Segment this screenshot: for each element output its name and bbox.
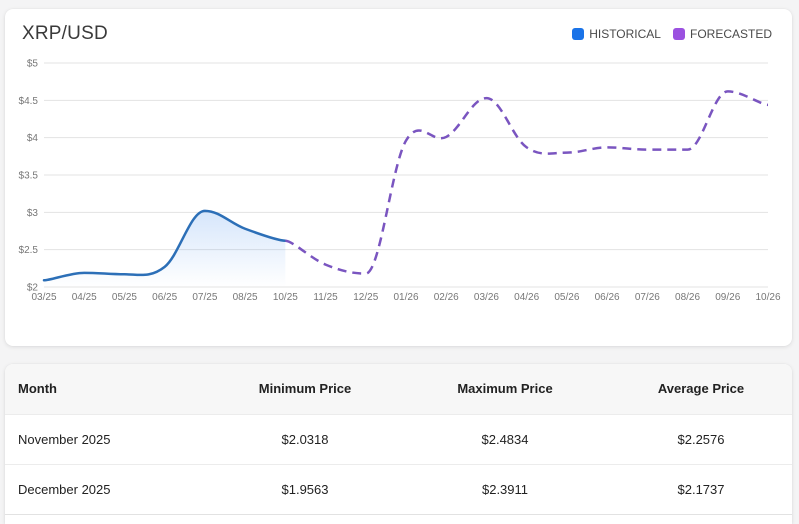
chart-title: XRP/USD [22, 23, 108, 44]
header-average-price: Average Price [657, 381, 745, 397]
svg-text:08/25: 08/25 [233, 292, 258, 303]
svg-text:05/26: 05/26 [554, 292, 579, 303]
cell-max-price: $2.4834 [481, 431, 529, 447]
forecasted-line [285, 90, 769, 275]
legend-item-forecasted[interactable]: FORECASTED [672, 27, 772, 41]
cell-max-price: $2.3911 [481, 481, 529, 497]
legend-item-historical[interactable]: HISTORICAL [572, 27, 661, 41]
cell-min-price: $1.9563 [281, 481, 329, 497]
svg-text:04/26: 04/26 [514, 292, 539, 303]
y-axis-ticks: $2 $2.5 $3 $3.5 $4 $4.5 $5 [19, 59, 39, 294]
historical-line [42, 209, 287, 282]
svg-text:$5: $5 [27, 59, 39, 70]
svg-text:$2: $2 [27, 283, 39, 294]
cell-month: December 2025 [18, 481, 111, 497]
svg-text:10/25: 10/25 [273, 292, 298, 303]
svg-text:$4: $4 [27, 133, 39, 144]
legend-label-historical: HISTORICAL [589, 27, 661, 41]
svg-text:10/26: 10/26 [755, 292, 780, 303]
legend-label-forecasted: FORECASTED [689, 27, 772, 41]
cell-avg-price: $2.1737 [677, 481, 725, 497]
table-row: December 2025 $1.9563 $2.3911 $2.1737 [5, 464, 792, 514]
header-minimum-price: Minimum Price [258, 381, 352, 397]
price-table-card: Month Minimum Price Maximum Price Averag… [5, 364, 792, 524]
svg-text:$4.5: $4.5 [19, 96, 39, 107]
svg-text:$3: $3 [27, 208, 39, 219]
svg-text:01/26: 01/26 [393, 292, 418, 303]
forecasted-swatch-icon [672, 28, 685, 40]
svg-text:$2.5: $2.5 [19, 245, 39, 256]
line-chart[interactable]: $2 $2.5 $3 $3.5 $4 $4.5 $5 03/25 04/25 05/25 06/2… [0, 0, 799, 360]
price-table: Month Minimum Price Maximum Price Averag… [5, 364, 792, 515]
chart-card: XRP/USD HISTORICAL FORECASTED [5, 9, 792, 346]
svg-text:06/25: 06/25 [152, 292, 177, 303]
svg-text:02/26: 02/26 [434, 292, 459, 303]
svg-text:03/26: 03/26 [474, 292, 499, 303]
table-row: November 2025 $2.0318 $2.4834 $2.2576 [5, 414, 792, 464]
cell-avg-price: $2.2576 [677, 431, 725, 447]
table-header-row: Month Minimum Price Maximum Price Averag… [5, 364, 792, 414]
svg-text:05/25: 05/25 [112, 292, 137, 303]
cell-month: November 2025 [18, 431, 111, 447]
grid-lines [44, 62, 768, 288]
svg-text:$3.5: $3.5 [19, 171, 39, 182]
svg-text:08/26: 08/26 [675, 292, 700, 303]
historical-swatch-icon [572, 28, 585, 40]
cell-min-price: $2.0318 [281, 431, 329, 447]
svg-text:07/26: 07/26 [635, 292, 660, 303]
svg-text:06/26: 06/26 [595, 292, 620, 303]
svg-text:09/26: 09/26 [715, 292, 740, 303]
svg-text:03/25: 03/25 [31, 292, 56, 303]
header-maximum-price: Maximum Price [457, 381, 553, 397]
historical-area [44, 210, 286, 287]
svg-text:04/25: 04/25 [72, 292, 97, 303]
x-axis-ticks: 03/25 04/25 05/25 06/25 07/25 08/25 10/25 11/25… [31, 292, 780, 303]
svg-text:12/25: 12/25 [353, 292, 378, 303]
svg-text:11/25: 11/25 [313, 292, 338, 303]
chart-legend: HISTORICAL FORECASTED [572, 27, 772, 41]
header-month: Month [18, 381, 57, 397]
svg-text:07/25: 07/25 [192, 292, 217, 303]
